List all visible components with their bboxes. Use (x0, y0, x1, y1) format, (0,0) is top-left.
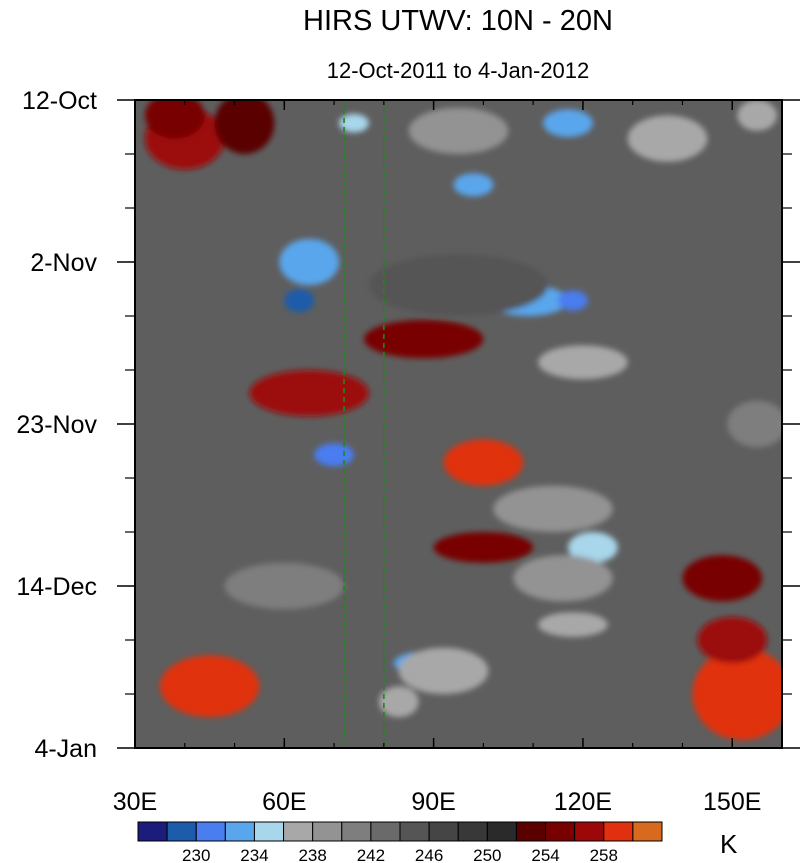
chart-title: HIRS UTWV: 10N - 20N (303, 5, 613, 37)
contour-cell (682, 555, 763, 602)
contour-cell (144, 100, 205, 139)
y-tick-label: 12-Oct (22, 87, 97, 115)
colorbar-swatch (428, 821, 459, 842)
contour-cell (538, 345, 628, 380)
contour-cell (249, 370, 369, 417)
x-tick-label: 90E (411, 788, 455, 816)
contour-cell (363, 319, 484, 359)
x-axis: 30E 60E 90E 120E 150E (113, 100, 761, 816)
contour-cell (284, 289, 315, 313)
contour-cell (194, 684, 225, 704)
colorbar-swatch (283, 821, 314, 842)
y-tick-label: 14-Dec (16, 573, 97, 601)
y-axis: 12-Oct 2-Nov 23-Nov 14-Dec 4-Jan (16, 87, 800, 763)
contour-cell (727, 400, 782, 448)
contour-cell (314, 443, 354, 467)
y-tick-label: 4-Jan (34, 735, 97, 763)
plot-area (135, 100, 782, 748)
colorbar-swatch (399, 821, 430, 842)
colorbar-swatch (195, 821, 226, 842)
contour-cell (697, 616, 768, 664)
chart-subtitle: 12-Oct-2011 to 4-Jan-2012 (327, 58, 590, 83)
contour-field (144, 100, 782, 741)
contour-cell (463, 450, 504, 475)
contour-cell (224, 562, 345, 610)
contour-cell (558, 290, 588, 311)
contour-cell (543, 109, 593, 138)
colorbar: 230 234 238 242 246 250 254 258 (137, 821, 663, 863)
colorbar-swatch (486, 821, 517, 842)
contour-cell (567, 532, 618, 563)
colorbar-tick-label: 250 (473, 846, 501, 863)
contour-cell (433, 532, 534, 563)
contour-cell (214, 100, 275, 154)
colorbar-tick-label: 246 (415, 846, 443, 863)
plot-background (135, 100, 782, 748)
colorbar-unit: K (720, 829, 738, 859)
colorbar-swatch (603, 821, 634, 842)
contour-cell (513, 555, 613, 602)
colorbar-tick-label: 234 (240, 846, 268, 863)
colorbar-swatch (341, 821, 372, 842)
contour-cell (368, 254, 549, 316)
y-tick-label: 23-Nov (16, 411, 97, 439)
colorbar-swatch (166, 821, 197, 842)
colorbar-swatch (253, 821, 285, 842)
x-tick-label: 30E (113, 788, 157, 816)
contour-cell (737, 100, 778, 131)
contour-cell (538, 612, 608, 637)
contour-cell (408, 107, 509, 154)
colorbar-tick-label: 242 (357, 846, 385, 863)
colorbar-tick-label: 254 (531, 846, 559, 863)
colorbar-swatch (574, 821, 605, 842)
x-tick-label: 120E (554, 788, 612, 816)
y-tick-label: 2-Nov (30, 249, 97, 277)
contour-cell (627, 115, 708, 162)
colorbar-swatch (515, 821, 547, 842)
colorbar-swatch (312, 821, 343, 842)
colorbar-swatch (457, 821, 488, 842)
contour-cell (493, 485, 613, 532)
contour-cell (279, 238, 340, 286)
x-tick-label: 60E (262, 788, 306, 816)
colorbar-swatch (370, 821, 401, 842)
colorbar-swatch (545, 821, 576, 842)
colorbar-swatch (632, 821, 663, 842)
x-tick-label: 150E (703, 788, 761, 816)
colorbar-tick-label: 230 (182, 846, 210, 863)
contour-cell (378, 686, 419, 718)
colorbar-tick-label: 258 (590, 846, 618, 863)
contour-cell (398, 647, 489, 694)
contour-cell (692, 647, 782, 741)
contour-cell (339, 113, 369, 133)
contour-cell (453, 173, 494, 197)
reference-lines (343, 100, 385, 748)
colorbar-swatch (224, 821, 255, 842)
colorbar-swatch (137, 821, 168, 842)
colorbar-tick-label: 238 (298, 846, 326, 863)
